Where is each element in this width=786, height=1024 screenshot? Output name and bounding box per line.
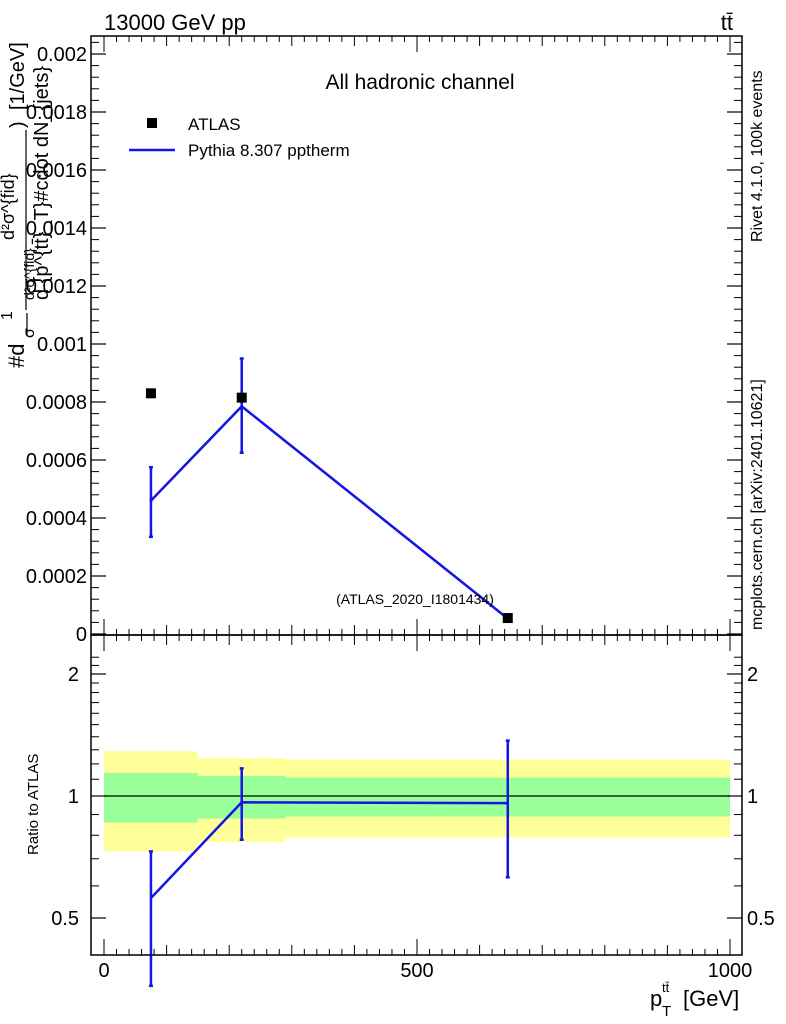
x-label-base: p bbox=[650, 986, 662, 1011]
y-axis-label: #d 1 σ d²σ^{fid} d²σ^{fid} d {p^{tt̄}_T}… bbox=[0, 42, 53, 368]
pythia-point bbox=[149, 499, 153, 503]
atlas-data-point bbox=[502, 613, 513, 624]
ratio-tick-label-right: 0.5 bbox=[747, 908, 775, 930]
energy-label: 13000 GeV pp bbox=[104, 10, 246, 35]
atlas-data-point bbox=[236, 392, 247, 403]
y-tick-label: 0.0008 bbox=[26, 392, 87, 414]
y-label-close-brace: ) bbox=[7, 121, 29, 128]
chart-title: All hadronic channel bbox=[325, 71, 514, 94]
pythia-point bbox=[240, 404, 244, 408]
atlas-data-point bbox=[145, 388, 156, 399]
ratio-tick-label-right: 1 bbox=[747, 786, 758, 808]
x-tick-label: 1000 bbox=[708, 960, 753, 982]
ratio-green-band bbox=[104, 772, 198, 823]
y-tick-label: 0.0016 bbox=[26, 160, 87, 182]
y-tick-label: 0.0012 bbox=[26, 276, 87, 298]
y-label-derivative-bottom: d {p^{tt̄}_T}#cdot dN_{jets} bbox=[31, 66, 53, 300]
y-label-fraction-one: 1 bbox=[0, 311, 16, 320]
ratio-y-axis-label: Ratio to ATLAS bbox=[25, 754, 42, 855]
x-label-unit: [GeV] bbox=[683, 986, 739, 1011]
ratio-tick-label-left: 2 bbox=[68, 664, 79, 686]
ratio-tick-label-left: 1 bbox=[68, 786, 79, 808]
legend-pythia-label: Pythia 8.307 pptherm bbox=[188, 141, 350, 160]
ratio-tick-label-right: 2 bbox=[747, 664, 758, 686]
y-label-fraction-d2: d²σ^{fid} bbox=[21, 248, 37, 300]
x-label-sub: T bbox=[662, 1003, 671, 1020]
analysis-id-label: (ATLAS_2020_I1801434) bbox=[336, 591, 494, 607]
y-tick-label: 0.0018 bbox=[26, 102, 87, 124]
x-label-sup: tt̄ bbox=[662, 980, 670, 995]
y-label-unit: [1/GeV] bbox=[7, 42, 29, 110]
y-tick-label: 0.0004 bbox=[26, 508, 87, 530]
x-tick-label: 0 bbox=[98, 960, 109, 982]
y-label-derivative-top: d²σ^{fid} bbox=[0, 173, 18, 240]
legend: ATLAS Pythia 8.307 pptherm bbox=[129, 115, 350, 160]
ratio-tick-label-left: 0.5 bbox=[51, 908, 79, 930]
y-tick-label: 0.0006 bbox=[26, 450, 87, 472]
y-label-fraction-top: #d bbox=[4, 344, 29, 368]
process-label: tt̄ bbox=[721, 10, 733, 35]
y-label-fraction-sigma: σ bbox=[21, 328, 38, 338]
x-tick-label: 500 bbox=[400, 960, 433, 982]
y-tick-label: 0.0014 bbox=[26, 218, 87, 240]
y-tick-label: 0.0002 bbox=[26, 566, 87, 588]
y-tick-label: 0 bbox=[76, 624, 87, 646]
legend-atlas-label: ATLAS bbox=[188, 115, 241, 134]
y-tick-label: 0.001 bbox=[37, 334, 87, 356]
mcplots-label: mcplots.cern.ch [arXiv:2401.10621] bbox=[749, 379, 766, 630]
pythia-series-line bbox=[150, 404, 509, 620]
x-axis-label: p T tt̄ [GeV] bbox=[650, 980, 739, 1020]
y-tick-label: 0.002 bbox=[37, 44, 87, 66]
legend-atlas-marker bbox=[147, 118, 157, 128]
rivet-version-label: Rivet 4.1.0, 100k events bbox=[749, 70, 766, 242]
